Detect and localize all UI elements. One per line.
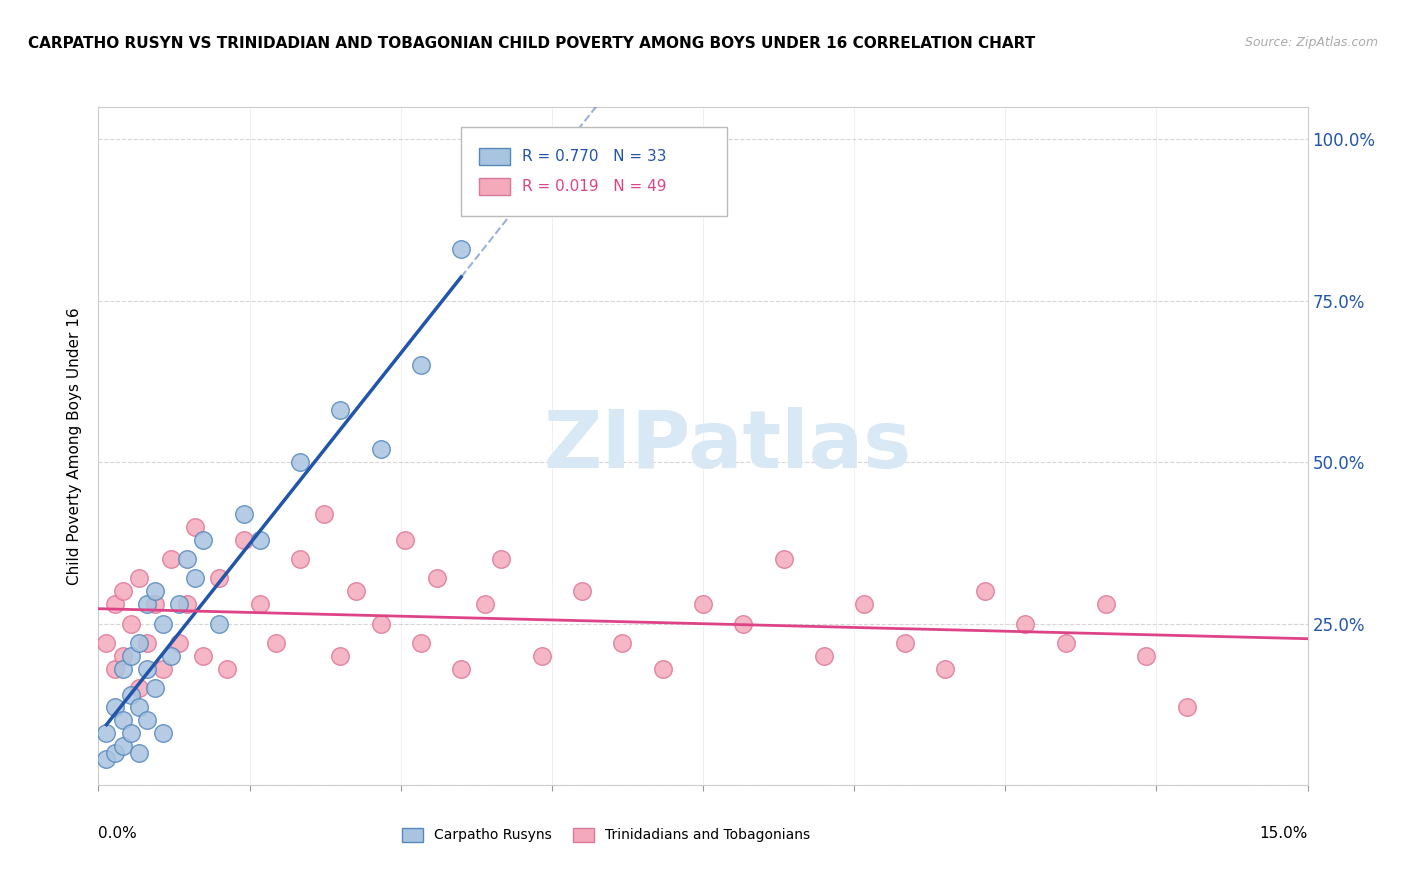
Point <box>530 648 553 663</box>
Text: R = 0.770   N = 33: R = 0.770 N = 33 <box>522 149 666 164</box>
Bar <box>479 148 509 165</box>
Point <box>344 584 367 599</box>
Point <box>264 636 287 650</box>
Point <box>103 662 125 676</box>
Point <box>651 662 673 676</box>
Point <box>96 726 118 740</box>
Point <box>733 616 755 631</box>
Point <box>1054 636 1077 650</box>
Point <box>160 552 183 566</box>
Point <box>249 597 271 611</box>
Point <box>370 616 392 631</box>
Point <box>103 597 125 611</box>
Point <box>1175 700 1198 714</box>
Point <box>409 359 432 373</box>
Point <box>135 714 157 728</box>
Point <box>184 571 207 585</box>
Point <box>491 552 513 566</box>
Point <box>135 597 157 611</box>
Y-axis label: Child Poverty Among Boys Under 16: Child Poverty Among Boys Under 16 <box>67 307 83 585</box>
Point <box>176 552 198 566</box>
Point <box>111 584 134 599</box>
Point <box>893 636 915 650</box>
Point <box>232 507 254 521</box>
Point <box>111 648 134 663</box>
Point <box>329 403 352 417</box>
Point <box>692 597 714 611</box>
Point <box>329 648 352 663</box>
Point <box>152 616 174 631</box>
Point <box>813 648 835 663</box>
Bar <box>479 178 509 194</box>
Point <box>772 552 794 566</box>
Point <box>426 571 449 585</box>
Point <box>288 455 311 469</box>
Point <box>409 636 432 650</box>
Point <box>128 571 150 585</box>
Point <box>103 700 125 714</box>
Point <box>193 533 215 547</box>
Text: 0.0%: 0.0% <box>98 826 138 840</box>
Point <box>128 746 150 760</box>
Point <box>314 507 336 521</box>
Point <box>288 552 311 566</box>
Text: R = 0.019   N = 49: R = 0.019 N = 49 <box>522 179 666 194</box>
Point <box>394 533 416 547</box>
Point <box>120 726 142 740</box>
Point <box>135 636 157 650</box>
Point <box>111 662 134 676</box>
Point <box>370 442 392 457</box>
Point <box>160 648 183 663</box>
Text: ZIPatlas: ZIPatlas <box>543 407 911 485</box>
Point <box>128 700 150 714</box>
Text: Source: ZipAtlas.com: Source: ZipAtlas.com <box>1244 36 1378 49</box>
Point <box>853 597 876 611</box>
Point <box>135 662 157 676</box>
Point <box>128 681 150 695</box>
Point <box>217 662 239 676</box>
Point <box>96 752 118 766</box>
Point <box>143 584 166 599</box>
Point <box>128 636 150 650</box>
Point <box>96 636 118 650</box>
Point <box>111 714 134 728</box>
Point <box>450 242 472 256</box>
Point <box>152 726 174 740</box>
Point <box>111 739 134 754</box>
Point <box>143 597 166 611</box>
Point <box>120 616 142 631</box>
Point <box>208 616 231 631</box>
Text: 15.0%: 15.0% <box>1260 826 1308 840</box>
Point <box>103 746 125 760</box>
Point <box>120 648 142 663</box>
Point <box>193 648 215 663</box>
Point <box>571 584 593 599</box>
Text: CARPATHO RUSYN VS TRINIDADIAN AND TOBAGONIAN CHILD POVERTY AMONG BOYS UNDER 16 C: CARPATHO RUSYN VS TRINIDADIAN AND TOBAGO… <box>28 36 1035 51</box>
Point <box>184 519 207 533</box>
Point <box>934 662 956 676</box>
Point <box>450 662 472 676</box>
Point <box>232 533 254 547</box>
Point <box>1095 597 1118 611</box>
Point <box>143 681 166 695</box>
Point <box>176 597 198 611</box>
Point <box>167 597 190 611</box>
Point <box>208 571 231 585</box>
Point <box>1135 648 1157 663</box>
Point <box>612 636 634 650</box>
Legend: Carpatho Rusyns, Trinidadians and Tobagonians: Carpatho Rusyns, Trinidadians and Tobago… <box>402 828 810 842</box>
Point <box>1014 616 1036 631</box>
Point <box>152 662 174 676</box>
Point <box>120 688 142 702</box>
Point <box>974 584 997 599</box>
Point <box>474 597 496 611</box>
Point <box>167 636 190 650</box>
FancyBboxPatch shape <box>461 128 727 216</box>
Point <box>249 533 271 547</box>
